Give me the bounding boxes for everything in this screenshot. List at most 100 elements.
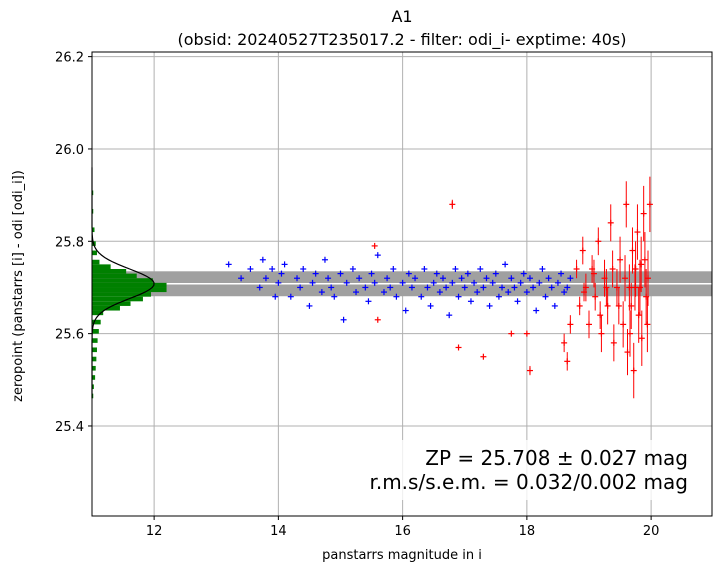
bright-star-point — [526, 275, 533, 282]
bright-star-point — [449, 279, 456, 286]
faint-star-point — [617, 236, 624, 283]
axis-ticks: 12 14 16 18 20 25.4 25.6 25.8 26.0 26.2 — [55, 51, 659, 539]
bright-star-point — [374, 252, 381, 259]
bright-star-point — [440, 275, 447, 282]
bright-star-point — [402, 307, 409, 314]
bright-star-point — [467, 298, 474, 305]
bright-star-point — [542, 293, 549, 300]
faint-star-point — [607, 204, 614, 242]
bright-star-point — [294, 275, 301, 282]
faint-star-point — [579, 236, 586, 265]
faint-star-point — [620, 301, 627, 348]
faint-star-point — [595, 227, 602, 256]
bright-star-point — [287, 293, 294, 300]
bright-star-point — [523, 289, 530, 296]
bright-star-point — [567, 275, 574, 282]
histogram-bar — [92, 393, 94, 399]
bright-star-point — [321, 256, 328, 263]
bright-star-point — [492, 270, 499, 277]
bright-star-point — [387, 284, 394, 291]
bright-star-point — [362, 284, 369, 291]
bright-star-point — [446, 312, 453, 319]
bright-star-point — [561, 289, 568, 296]
bright-star-point — [486, 302, 493, 309]
faint-star-point — [638, 236, 645, 293]
bright-star-point — [340, 316, 347, 323]
histogram-bar — [92, 264, 111, 269]
bright-star-point — [433, 270, 440, 277]
faint-star-point — [615, 287, 622, 325]
faint-star-point — [603, 268, 610, 306]
bright-star-point — [489, 279, 496, 286]
bright-star-point — [356, 275, 363, 282]
faint-star-point — [635, 287, 642, 343]
faint-star-point — [622, 255, 629, 302]
bright-star-point — [328, 284, 335, 291]
faint-star-point — [374, 316, 381, 323]
bright-star-point — [262, 275, 269, 282]
bright-star-point — [337, 270, 344, 277]
bright-star-point — [259, 256, 266, 263]
bright-star-point — [499, 284, 506, 291]
bright-star-point — [464, 270, 471, 277]
histogram-layer — [91, 167, 167, 399]
faint-star-point — [631, 264, 638, 311]
bright-star-point — [306, 302, 313, 309]
faint-star-point — [590, 259, 597, 288]
histogram-bar — [92, 296, 143, 302]
bright-star-point — [436, 289, 443, 296]
bright-star-point — [558, 270, 565, 277]
bright-star-point — [368, 270, 375, 277]
y-tick-label: 25.4 — [55, 420, 84, 435]
bright-star-point — [458, 275, 465, 282]
histogram-bar — [92, 338, 98, 343]
bright-star-point — [384, 275, 391, 282]
annotation-background — [398, 440, 693, 500]
bright-star-point — [517, 279, 524, 286]
y-axis-label: zeropoint (panstarrs [i] - odi [odi_i]) — [11, 170, 26, 402]
bright-star-point — [533, 307, 540, 314]
faint-star-point — [592, 282, 599, 311]
bright-star-point — [539, 265, 546, 272]
faint-star-point — [597, 301, 604, 330]
bright-star-point — [297, 284, 304, 291]
faint-star-point — [628, 282, 635, 330]
faint-star-point — [604, 287, 611, 325]
bright-star-point — [461, 284, 468, 291]
histogram-bar — [92, 301, 131, 306]
bright-star-point — [508, 275, 515, 282]
bright-star-point — [455, 293, 462, 300]
histogram-bar — [92, 305, 120, 311]
faint-star-point — [585, 310, 592, 339]
y-tick-label: 25.6 — [55, 328, 84, 343]
bright-star-point — [309, 279, 316, 286]
histogram-bar — [92, 365, 96, 371]
bright-star-point — [247, 265, 254, 272]
histogram-bar — [92, 310, 104, 316]
bright-star-point — [225, 261, 232, 268]
bright-star-point — [278, 270, 285, 277]
histogram-bar — [92, 227, 95, 233]
bright-star-point — [256, 284, 263, 291]
bright-star-point — [505, 289, 512, 296]
bright-star-point — [393, 293, 400, 300]
histogram-bar — [92, 319, 101, 325]
x-tick-label: 20 — [643, 524, 660, 539]
bright-star-point — [269, 265, 276, 272]
y-tick-label: 26.2 — [55, 51, 84, 66]
bright-star-point — [443, 284, 450, 291]
bright-star-point — [427, 302, 434, 309]
chart-title: A1 — [391, 7, 412, 26]
faint-star-point — [581, 282, 588, 302]
faint-star-point — [641, 232, 648, 288]
chart-subtitle: (obsid: 20240527T235017.2 - filter: odi_… — [178, 30, 627, 50]
faint-star-point — [638, 310, 645, 366]
bright-star-point — [325, 275, 332, 282]
bright-star-point — [545, 275, 552, 282]
faint-star-point — [634, 204, 641, 260]
faint-star-point — [626, 310, 633, 357]
zeropoint-annotation: ZP = 25.708 ± 0.027 mag r.m.s/s.e.m. = 0… — [369, 440, 693, 500]
bright-star-point — [511, 284, 518, 291]
bright-star-point — [365, 298, 372, 305]
bright-star-point — [349, 265, 356, 272]
